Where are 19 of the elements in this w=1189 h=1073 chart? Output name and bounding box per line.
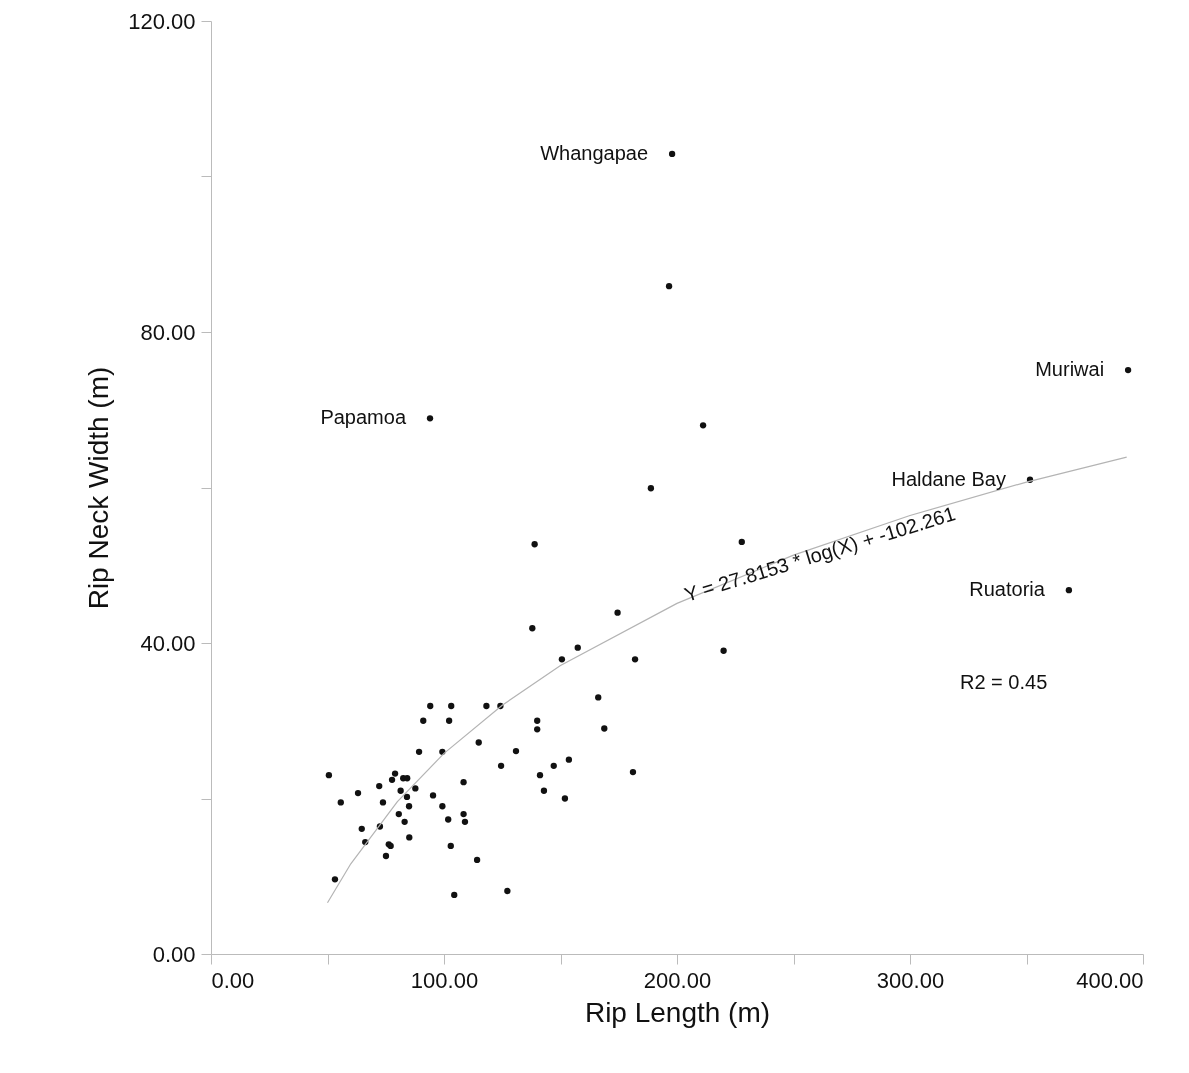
annotation: Y = 27.8153 * log(X) + -102.261: [681, 502, 958, 606]
x-tick-label: 100.00: [410, 967, 479, 993]
annotation: Muriwai: [1035, 358, 1105, 381]
annotation: Whangapae: [540, 141, 649, 164]
annotation: Papamoa: [320, 406, 407, 429]
line-series: [326, 456, 1128, 904]
y-axis-title: Rip Neck Width (m): [83, 366, 115, 610]
x-axis-title: Rip Length (m): [584, 996, 771, 1028]
x-tick-label: 400.00: [1076, 967, 1144, 993]
x-tick-label: 200.00: [643, 967, 712, 993]
y-tick-label: 80.00: [140, 319, 196, 345]
y-tick-label: 120.00: [128, 8, 196, 34]
x-tick-label: 300.00: [876, 967, 945, 993]
annotation: Ruatoria: [969, 578, 1046, 601]
x-tick-label: 0.00: [211, 967, 255, 993]
y-tick-label: 0.00: [152, 941, 196, 967]
annotation: Haldane Bay: [891, 467, 1006, 490]
annotation: R2 = 0.45: [960, 671, 1048, 693]
y-tick-label: 40.00: [140, 630, 196, 656]
